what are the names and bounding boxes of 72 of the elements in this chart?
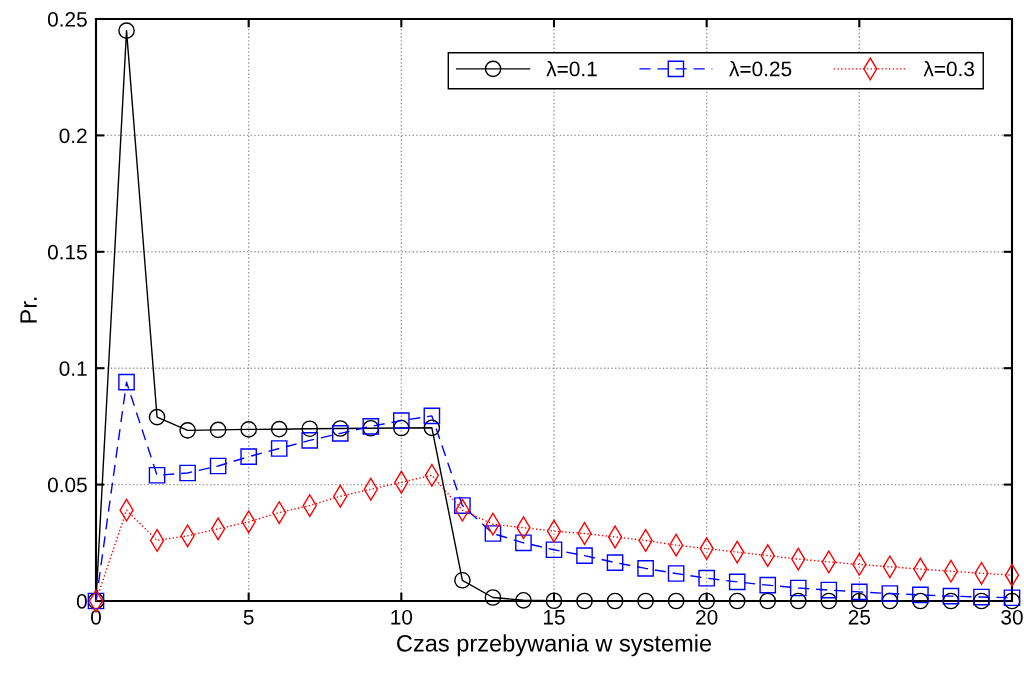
point xyxy=(454,571,471,589)
point xyxy=(667,592,685,610)
point xyxy=(576,547,593,564)
point xyxy=(973,588,990,606)
y-tick-label: 0.15 xyxy=(47,244,87,260)
point xyxy=(789,579,807,597)
point xyxy=(545,541,563,559)
point xyxy=(240,448,258,465)
point xyxy=(728,573,746,591)
y-tick-label: 0.25 xyxy=(47,12,87,27)
point xyxy=(698,569,716,587)
x-tick-label: 20 xyxy=(696,609,718,625)
point xyxy=(759,576,777,594)
point xyxy=(942,587,960,605)
point xyxy=(850,592,868,610)
point xyxy=(118,22,135,39)
point xyxy=(637,560,654,577)
x-tick-label: 30 xyxy=(1001,609,1023,625)
point xyxy=(209,421,227,439)
point xyxy=(240,421,258,438)
legend-label: λ=0.25 xyxy=(729,61,792,77)
point xyxy=(270,440,288,457)
y-tick-label: 0.05 xyxy=(47,477,87,493)
point xyxy=(179,422,196,439)
point xyxy=(850,583,868,601)
point xyxy=(301,420,319,438)
point xyxy=(148,466,166,484)
point xyxy=(912,592,929,610)
point xyxy=(881,585,899,602)
point xyxy=(179,464,196,482)
y-tick-label: 0.2 xyxy=(59,128,87,144)
point xyxy=(545,592,563,610)
point xyxy=(270,420,288,438)
y-axis-title: Pr. xyxy=(20,297,37,323)
point xyxy=(209,457,227,475)
point xyxy=(576,592,593,610)
x-tick-label: 5 xyxy=(243,610,254,625)
point xyxy=(484,589,502,606)
point xyxy=(118,373,135,391)
point xyxy=(637,592,654,610)
point xyxy=(728,592,746,610)
point xyxy=(423,419,441,437)
point xyxy=(759,592,777,610)
point xyxy=(484,525,502,542)
point xyxy=(667,565,685,582)
x-axis-title: Czas przebywania w systemie xyxy=(397,634,712,657)
point xyxy=(820,581,838,599)
point xyxy=(392,412,410,429)
point xyxy=(515,591,532,609)
point xyxy=(301,432,319,449)
point xyxy=(942,592,960,610)
legend-label: λ=0.1 xyxy=(546,61,597,77)
point xyxy=(606,592,624,610)
point xyxy=(606,554,624,571)
point xyxy=(789,592,807,610)
x-tick-label: 10 xyxy=(391,609,413,625)
x-tick-label: 0 xyxy=(91,609,101,625)
point xyxy=(881,592,899,610)
x-tick-label: 15 xyxy=(544,610,565,625)
point xyxy=(148,408,166,426)
point xyxy=(515,534,532,552)
point xyxy=(698,592,716,610)
point xyxy=(912,586,929,604)
point xyxy=(423,407,441,425)
point xyxy=(331,425,349,442)
point xyxy=(454,497,471,514)
legend-label: λ=0.3 xyxy=(923,61,975,77)
x-tick-label: 25 xyxy=(848,609,871,625)
point xyxy=(392,419,410,437)
point xyxy=(820,592,838,610)
y-tick-label: 0 xyxy=(76,594,87,609)
y-tick-label: 0.1 xyxy=(59,361,87,376)
